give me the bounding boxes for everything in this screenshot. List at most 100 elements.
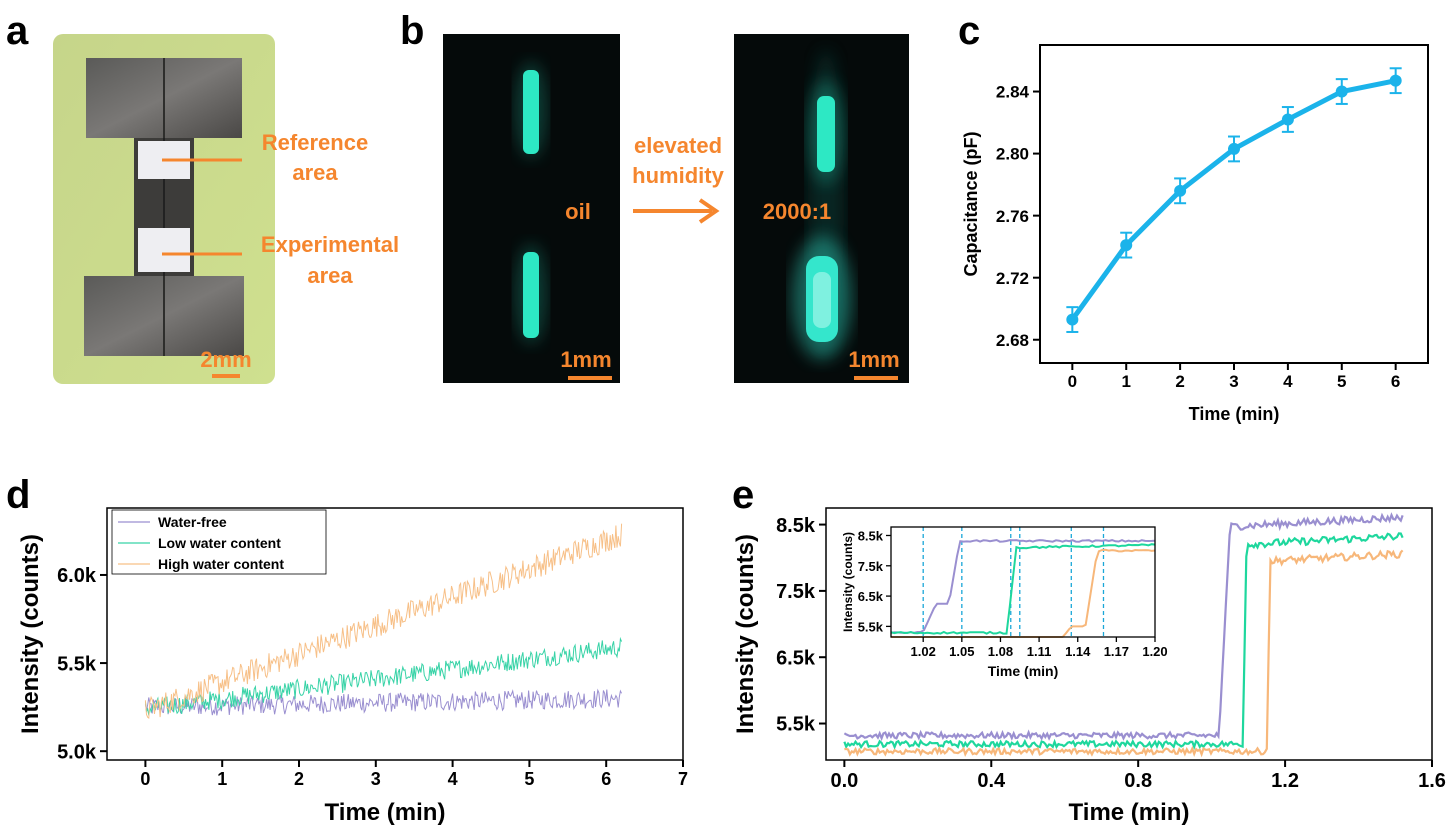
chart-c-plot-frame	[1039, 44, 1429, 364]
arrow-head-icon	[698, 198, 720, 224]
chart-d-x-tick-label: 2	[294, 769, 304, 789]
chart-e-inset-x-tick-label: 1.20	[1142, 644, 1167, 659]
panel-label-d: d	[6, 473, 30, 517]
chart-e-inset-x-tick-label: 1.05	[949, 644, 974, 659]
panel-e: e 0.0 0.4 0.8 1.2 1.6 5.5k 6.5k 7.5k 8.5k Time (m…	[732, 473, 1446, 826]
chart-e-inset-series-1-line	[890, 538, 1156, 634]
reference-label-line1: Reference	[262, 130, 368, 155]
chart-d-series-3-line	[144, 523, 623, 720]
chart-c-series-line	[1070, 78, 1397, 322]
chart-e-inset-y-tick-label: 5.5k	[858, 619, 884, 634]
chart-c-y-tick-label: 2.68	[996, 331, 1029, 350]
chart-c-data-point	[1281, 113, 1294, 126]
chart-c-x-tick-label: 0	[1068, 372, 1077, 391]
chart-d-x-axis-title: Time (min)	[325, 799, 446, 826]
chart-c-y-tick-label: 2.84	[996, 83, 1030, 102]
scale-bar-label-b-right: 1mm	[848, 347, 899, 372]
chart-c-y-axis-title: Capacitance (pF)	[961, 131, 981, 276]
glow-core-lower-2000	[813, 272, 831, 328]
chart-d-legend-label: High water content	[158, 556, 284, 572]
chart-d-x-tick-label: 3	[371, 769, 381, 789]
chart-c-x-tick-label: 1	[1121, 372, 1130, 391]
chart-e-y-tick-label: 6.5k	[776, 647, 816, 669]
chart-e-inset-x-tick-label: 1.14	[1065, 644, 1091, 659]
chart-d-y-tick-label: 6.0k	[57, 565, 97, 587]
arrow-right	[633, 198, 720, 224]
chart-c-data-point	[1174, 184, 1187, 197]
chart-e-inset-frame	[890, 526, 1156, 638]
arrow-label-line2: humidity	[632, 163, 724, 188]
chart-c-data-point	[1389, 74, 1402, 87]
chart-e-inset-y-tick-label: 7.5k	[858, 559, 884, 574]
panel-label-a: a	[6, 9, 29, 53]
chart-e-x-tick-label: 1.6	[1418, 770, 1446, 792]
panel-d: d 0 1 2 3 4 5 6 7 5.0k 5.5k 6.0k Water-free Low wate…	[6, 473, 688, 826]
chart-d-x-tick-label: 4	[448, 769, 458, 789]
glow-segment-lower-oil	[523, 252, 539, 338]
chart-c-data-point	[1120, 239, 1133, 252]
chart-d-y-axis-title: Intensity (counts)	[17, 534, 44, 734]
chart-e-inset-x-tick-label: 1.11	[1027, 644, 1052, 659]
chart-c-data-point	[1335, 85, 1348, 98]
chart-c-data-point	[1066, 313, 1079, 326]
chart-e-inset-background	[891, 527, 1155, 637]
panel-c: c 0 1 2 3 4 5 6 2.68 2.72 2.76 2.80 2.84 Time (min) C…	[958, 9, 1429, 424]
experimental-pad	[138, 228, 190, 272]
chart-e-inset-x-tick-label: 1.08	[988, 644, 1013, 659]
chart-d-x-tick-label: 1	[217, 769, 227, 789]
chart-d-x-tick-label: 0	[140, 769, 150, 789]
chart-c-x-tick-label: 4	[1283, 372, 1293, 391]
scale-bar-label-a: 2mm	[200, 347, 251, 372]
chart-e-series-1-line	[843, 512, 1404, 742]
chart-e-y-tick-label: 7.5k	[776, 581, 816, 603]
chart-d-y-tick-label: 5.5k	[57, 653, 97, 675]
chart-d: 0 1 2 3 4 5 6 7 5.0k 5.5k 6.0k Water-free Low water …	[17, 507, 688, 826]
chart-c-x-tick-label: 6	[1391, 372, 1400, 391]
chart-e-series-3-line	[844, 549, 1404, 758]
chart-d-legend-label: Low water content	[158, 535, 281, 551]
chart-e: 0.0 0.4 0.8 1.2 1.6 5.5k 6.5k 7.5k 8.5k Time (min…	[732, 507, 1446, 826]
reference-label-line2: area	[292, 160, 338, 185]
scale-bar-label-b-left: 1mm	[560, 347, 611, 372]
chart-e-inset-x-tick-label: 1.17	[1104, 644, 1129, 659]
panel-a: a Reference area Experimental area 2mm	[6, 9, 399, 384]
chart-e-y-axis-title: Intensity (counts)	[732, 534, 759, 734]
chart-d-x-tick-label: 7	[678, 769, 688, 789]
chart-e-inset-y-tick-label: 6.5k	[858, 589, 884, 604]
arrow-label-line1: elevated	[634, 133, 722, 158]
panel-b: b oil 1mm elevated humidity 2000:1	[400, 9, 909, 383]
chart-e-x-tick-label: 0.4	[977, 770, 1006, 792]
chart-c-x-axis-title: Time (min)	[1189, 404, 1280, 424]
chart-c-x-tick-label: 2	[1175, 372, 1184, 391]
chart-c: 0 1 2 3 4 5 6 2.68 2.72 2.76 2.80 2.84 Time (min) Cap…	[961, 44, 1429, 424]
panel-label-c: c	[958, 9, 980, 53]
chart-d-x-tick-label: 6	[601, 769, 611, 789]
chart-d-y-tick-label: 5.0k	[57, 741, 97, 763]
chart-e-x-tick-label: 0.0	[830, 770, 858, 792]
chart-d-legend-label: Water-free	[158, 514, 227, 530]
photo-sensor	[53, 34, 275, 384]
chart-c-y-tick-label: 2.76	[996, 207, 1029, 226]
chart-e-y-tick-label: 5.5k	[776, 714, 816, 736]
chart-d-plot-frame	[106, 507, 684, 761]
chart-c-x-tick-label: 5	[1337, 372, 1346, 391]
chart-e-inset-x-tick-label: 1.02	[911, 644, 936, 659]
chart-e-plot-frame	[825, 507, 1433, 761]
chart-c-data-point	[1228, 142, 1240, 155]
experimental-label-line1: Experimental	[261, 232, 399, 257]
chart-e-y-tick-label: 8.5k	[776, 515, 816, 537]
chart-e-series-2-line	[843, 532, 1404, 751]
chart-e-inset-y-axis-title: Intensity (counts)	[841, 532, 855, 632]
chart-e-inset: 1.02 1.05 1.08 1.11 1.14 1.17 1.20 5.5k 6.5k 7.5k…	[841, 526, 1168, 679]
glow-segment-upper-oil	[523, 70, 539, 154]
chart-c-y-tick-label: 2.72	[996, 269, 1029, 288]
chart-e-inset-y-tick-label: 8.5k	[858, 528, 884, 543]
panel-label-b: b	[400, 9, 424, 53]
caption-oil: oil	[565, 199, 591, 224]
image-oil: oil 1mm	[443, 34, 620, 383]
experimental-label-line2: area	[307, 263, 353, 288]
chart-d-series-2-line	[144, 636, 623, 716]
glow-segment-upper-2000	[817, 96, 835, 172]
chart-e-x-tick-label: 0.8	[1124, 770, 1152, 792]
